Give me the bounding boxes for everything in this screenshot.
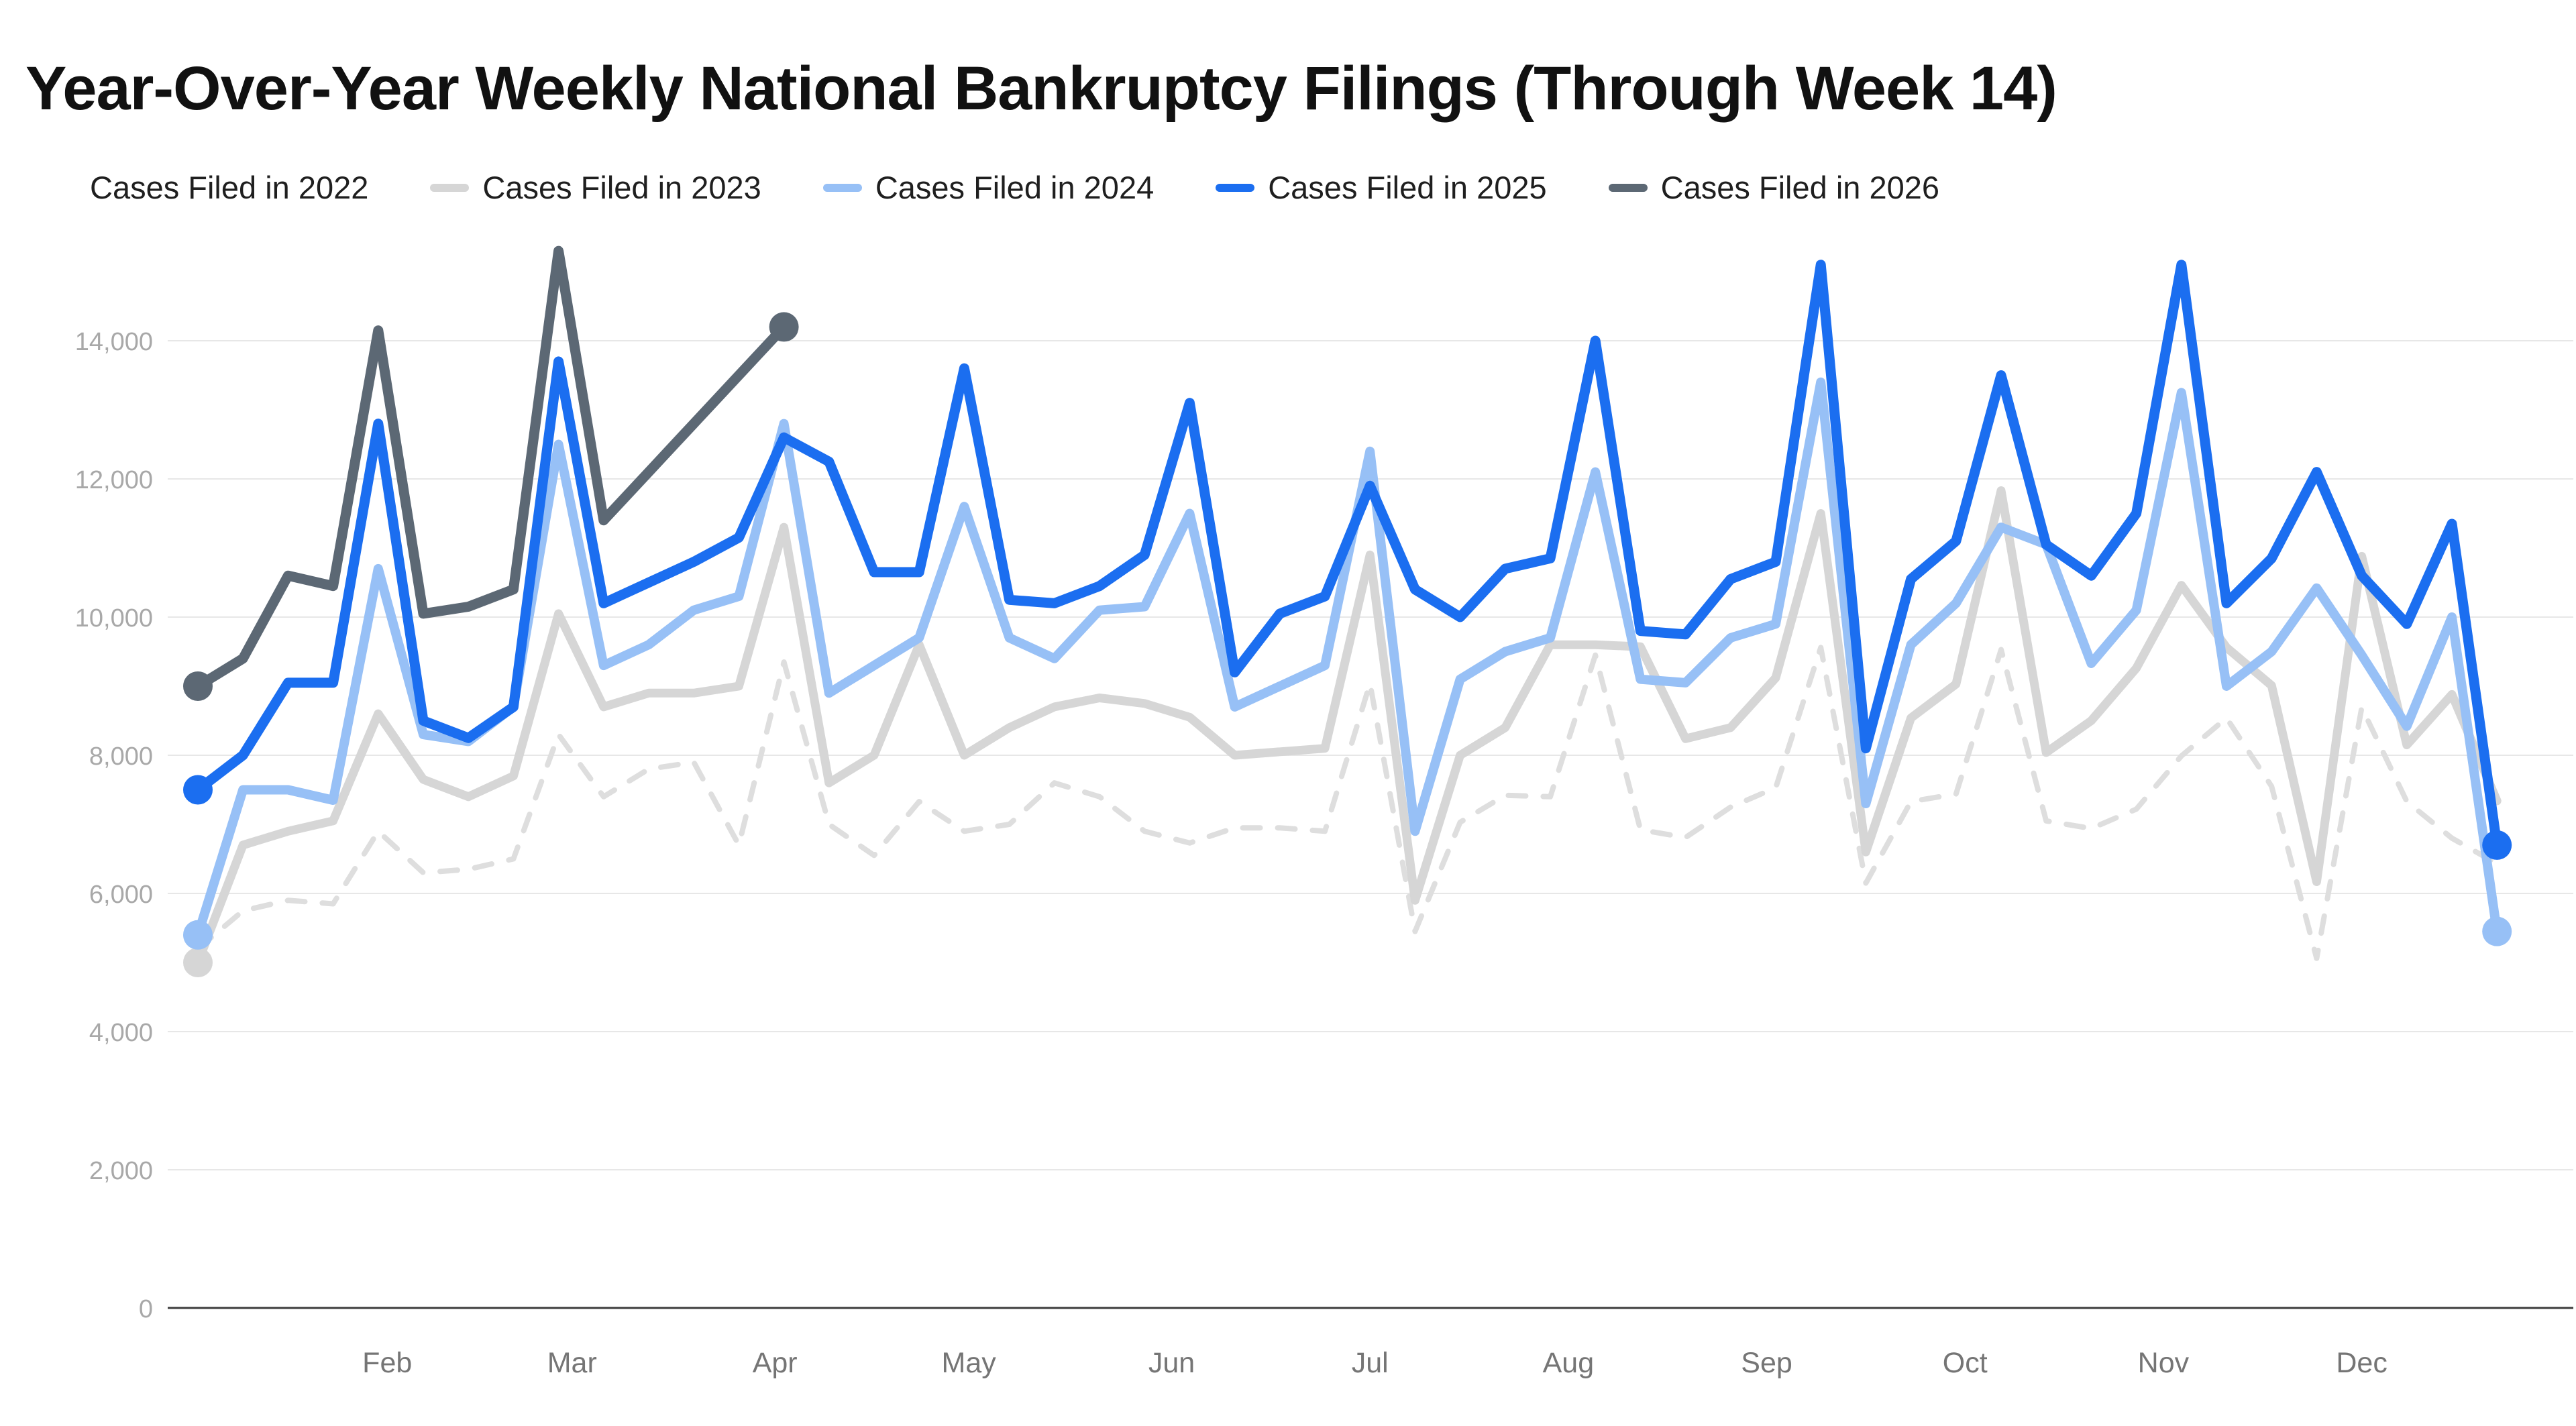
x-axis-month-label: Sep [1741, 1347, 1792, 1379]
series-start-dot-2023 [183, 948, 213, 977]
y-axis-tick-label: 10,000 [75, 604, 153, 633]
x-axis-month-label: Nov [2138, 1347, 2190, 1379]
series-end-dot-2025 [2482, 830, 2512, 860]
legend-label: Cases Filed in 2025 [1268, 170, 1547, 205]
legend-swatch-2026-line-icon [1608, 183, 1648, 192]
series-start-dot-2026 [183, 671, 213, 701]
x-axis-month-label: Feb [362, 1347, 412, 1379]
legend-item-2022: Cases Filed in 2022 [38, 169, 368, 206]
series-line-2026 [193, 245, 790, 692]
y-axis-tick-label: 4,000 [89, 1019, 153, 1047]
legend-swatch-2023-line-icon [430, 183, 470, 192]
series-start-dot-2025 [183, 775, 213, 805]
x-axis-month-label: Oct [1943, 1347, 1988, 1379]
chart-title: Year-Over-Year Weekly National Bankruptc… [25, 54, 2057, 123]
legend-item-2023: Cases Filed in 2023 [430, 169, 761, 206]
legend-swatch-2025-line-icon [1216, 183, 1255, 192]
legend-label: Cases Filed in 2024 [875, 170, 1155, 205]
y-axis-tick-label: 14,000 [75, 328, 153, 356]
series-line-2023 [193, 486, 2502, 967]
legend-label: Cases Filed in 2026 [1660, 170, 1940, 205]
y-axis-tick-label: 8,000 [89, 743, 153, 771]
series-start-dot-2024 [183, 920, 213, 950]
legend-swatch-2024-line-icon [822, 183, 862, 192]
y-axis-tick-label: 6,000 [89, 881, 153, 909]
legend-label: Cases Filed in 2023 [482, 170, 761, 205]
x-axis-month-label: Mar [547, 1347, 597, 1379]
series-line-2024 [193, 377, 2502, 940]
x-axis-month-label: May [942, 1347, 997, 1379]
x-axis-month-label: Aug [1543, 1347, 1595, 1379]
series-end-dot-2024 [2482, 916, 2512, 946]
series-line-2025 [193, 260, 2502, 851]
legend-label: Cases Filed in 2022 [90, 170, 369, 205]
legend-item-2026: Cases Filed in 2026 [1608, 169, 1940, 206]
x-axis-month-label: Jul [1352, 1347, 1389, 1379]
y-axis-tick-label: 12,000 [75, 466, 153, 494]
y-axis-tick-label: 2,000 [89, 1157, 153, 1185]
series-line-2022 [195, 645, 2500, 961]
x-axis-month-label: Jun [1148, 1347, 1195, 1379]
legend-item-2024: Cases Filed in 2024 [822, 169, 1155, 206]
x-axis-month-label: Dec [2336, 1347, 2387, 1379]
legend-item-2025: Cases Filed in 2025 [1216, 169, 1547, 206]
y-axis-tick-label: 0 [139, 1295, 153, 1323]
series-end-dot-2026 [769, 312, 799, 342]
legend: Cases Filed in 2022 Cases Filed in 2023 … [38, 169, 1939, 206]
x-axis-month-label: Apr [753, 1347, 798, 1379]
